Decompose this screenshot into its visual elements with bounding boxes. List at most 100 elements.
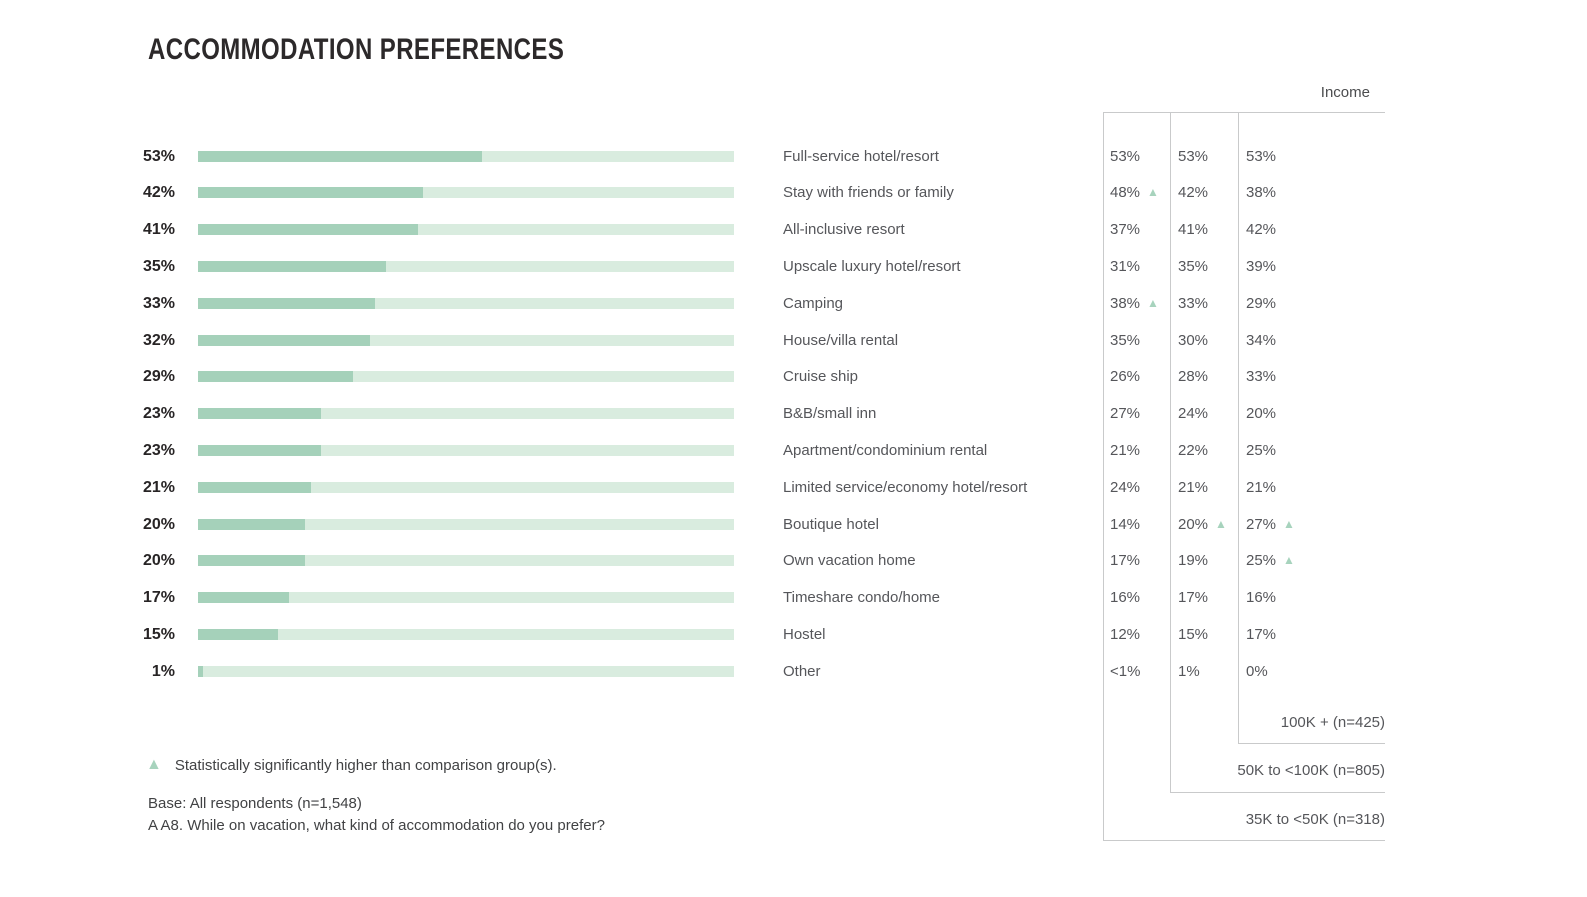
income-value: 20%	[1178, 515, 1209, 533]
bar-fill	[198, 444, 322, 456]
income-value: 22%	[1178, 441, 1209, 459]
income-cell-50k-100k: 20% ▲	[1178, 506, 1227, 543]
bar-track	[198, 260, 734, 272]
significance-triangle-icon: ▲	[1147, 295, 1159, 310]
income-value: 16%	[1246, 589, 1277, 607]
chart-row: 35% Upscale luxury hotel/resort 31%▲ 35%…	[0, 248, 1587, 285]
income-value: 15%	[1178, 625, 1209, 643]
bar-value-label: 21%	[142, 478, 175, 496]
income-cell-35k-50k: 53%▲	[1110, 138, 1140, 175]
bar-value-label: 29%	[142, 368, 175, 386]
bar-track	[198, 665, 734, 677]
footnote-question: A A8. While on vacation, what kind of ac…	[148, 817, 605, 834]
bar-track	[198, 592, 734, 604]
income-cell-50k-100k: 15%▲	[1178, 616, 1208, 653]
category-label: Stay with friends or family	[783, 184, 954, 202]
chart-row: 1% Other <1%▲ 1%▲ 0%▲	[0, 653, 1587, 690]
income-value: 21%	[1178, 478, 1209, 496]
income-cell-100k: 42%▲	[1246, 211, 1276, 248]
bar-fill	[198, 628, 279, 640]
income-cell-50k-100k: 53%▲	[1178, 138, 1208, 175]
income-cell-35k-50k: 14%▲	[1110, 506, 1140, 543]
bar-value-label: 20%	[142, 515, 175, 533]
bar-fill	[198, 518, 306, 530]
chart-row: 32% House/villa rental 35%▲ 30%▲ 34%▲	[0, 322, 1587, 359]
page-title: ACCOMMODATION PREFERENCES	[148, 33, 565, 66]
significance-triangle-icon: ▲	[146, 756, 162, 773]
income-value: 17%	[1178, 589, 1209, 607]
income-value: 42%	[1178, 184, 1209, 202]
income-value: 24%	[1178, 405, 1209, 423]
bar-value-label: 42%	[142, 184, 175, 202]
income-value: 20%	[1246, 405, 1277, 423]
income-cell-35k-50k: 35%▲	[1110, 322, 1140, 359]
income-cell-35k-50k: 12%▲	[1110, 616, 1140, 653]
chart-row: 23% Apartment/condominium rental 21%▲ 22…	[0, 432, 1587, 469]
income-cell-35k-50k: 26%▲	[1110, 358, 1140, 395]
bar-value-label: 32%	[142, 331, 175, 349]
significance-triangle-icon: ▲	[1283, 516, 1295, 531]
income-cell-100k: 20%▲	[1246, 395, 1276, 432]
income-value: 30%	[1178, 331, 1209, 349]
income-value: 41%	[1178, 221, 1209, 239]
income-value: 38%	[1110, 294, 1141, 312]
income-cell-50k-100k: 28%▲	[1178, 358, 1208, 395]
chart-row: 33% Camping 38% ▲ 33%▲ 29%▲	[0, 285, 1587, 322]
category-label: Timeshare condo/home	[783, 589, 941, 607]
income-cell-50k-100k: 1%▲	[1178, 653, 1200, 690]
income-cell-50k-100k: 22%▲	[1178, 432, 1208, 469]
income-value: <1%	[1110, 662, 1141, 680]
bar-fill	[198, 260, 386, 272]
significance-triangle-icon: ▲	[1215, 516, 1227, 531]
income-cell-100k: 34%▲	[1246, 322, 1276, 359]
category-label: Upscale luxury hotel/resort	[783, 257, 961, 275]
income-cell-100k: 33%▲	[1246, 358, 1276, 395]
bar-track	[198, 150, 734, 162]
chart-row: 20% Boutique hotel 14%▲ 20% ▲ 27% ▲	[0, 506, 1587, 543]
income-value: 1%	[1178, 662, 1200, 680]
income-value: 33%	[1246, 368, 1277, 386]
income-table-divider-50k-100k	[1170, 112, 1171, 792]
chart-row: 41% All-inclusive resort 37%▲ 41%▲ 42%▲	[0, 211, 1587, 248]
income-value: 25%	[1246, 552, 1277, 570]
income-table-divider-35k-50k	[1103, 112, 1104, 840]
income-column-group-header: Income	[1320, 84, 1370, 101]
bar-fill	[198, 371, 354, 383]
bar-fill	[198, 334, 370, 346]
category-label: Camping	[783, 294, 844, 312]
income-cell-35k-50k: 48% ▲	[1110, 174, 1159, 211]
bar-value-label: 1%	[151, 662, 175, 680]
income-value: 21%	[1110, 441, 1141, 459]
chart-row: 17% Timeshare condo/home 16%▲ 17%▲ 16%▲	[0, 579, 1587, 616]
chart-row: 42% Stay with friends or family 48% ▲ 42%…	[0, 174, 1587, 211]
bar-value-label: 53%	[142, 147, 175, 165]
income-value: 17%	[1246, 625, 1277, 643]
income-value: 39%	[1246, 257, 1277, 275]
footnote-base: Base: All respondents (n=1,548)	[148, 795, 362, 812]
bar-track	[198, 444, 734, 456]
income-value: 28%	[1178, 368, 1209, 386]
income-cell-35k-50k: 37%▲	[1110, 211, 1140, 248]
bar-track	[198, 628, 734, 640]
category-label: Cruise ship	[783, 368, 859, 386]
category-label: Hostel	[783, 625, 826, 643]
income-value: 31%	[1110, 257, 1141, 275]
income-value: 29%	[1246, 294, 1277, 312]
income-value: 27%	[1110, 405, 1141, 423]
income-cell-100k: 16%▲	[1246, 579, 1276, 616]
chart-row: 29% Cruise ship 26%▲ 28%▲ 33%▲	[0, 358, 1587, 395]
bar-track	[198, 334, 734, 346]
bar-fill	[198, 665, 204, 677]
bar-track	[198, 187, 734, 199]
bar-fill	[198, 150, 483, 162]
income-bracket-line-35k-50k	[1103, 840, 1385, 841]
income-cell-100k: 17%▲	[1246, 616, 1276, 653]
income-value: 33%	[1178, 294, 1209, 312]
chart-row: 15% Hostel 12%▲ 15%▲ 17%▲	[0, 616, 1587, 653]
bar-track	[198, 408, 734, 420]
income-bracket-label-35k-50k: 35K to <50K (n=318)	[1245, 811, 1385, 828]
significance-triangle-icon: ▲	[1147, 185, 1159, 200]
income-cell-50k-100k: 33%▲	[1178, 285, 1208, 322]
income-cell-100k: 29%▲	[1246, 285, 1276, 322]
income-value: 0%	[1246, 662, 1268, 680]
